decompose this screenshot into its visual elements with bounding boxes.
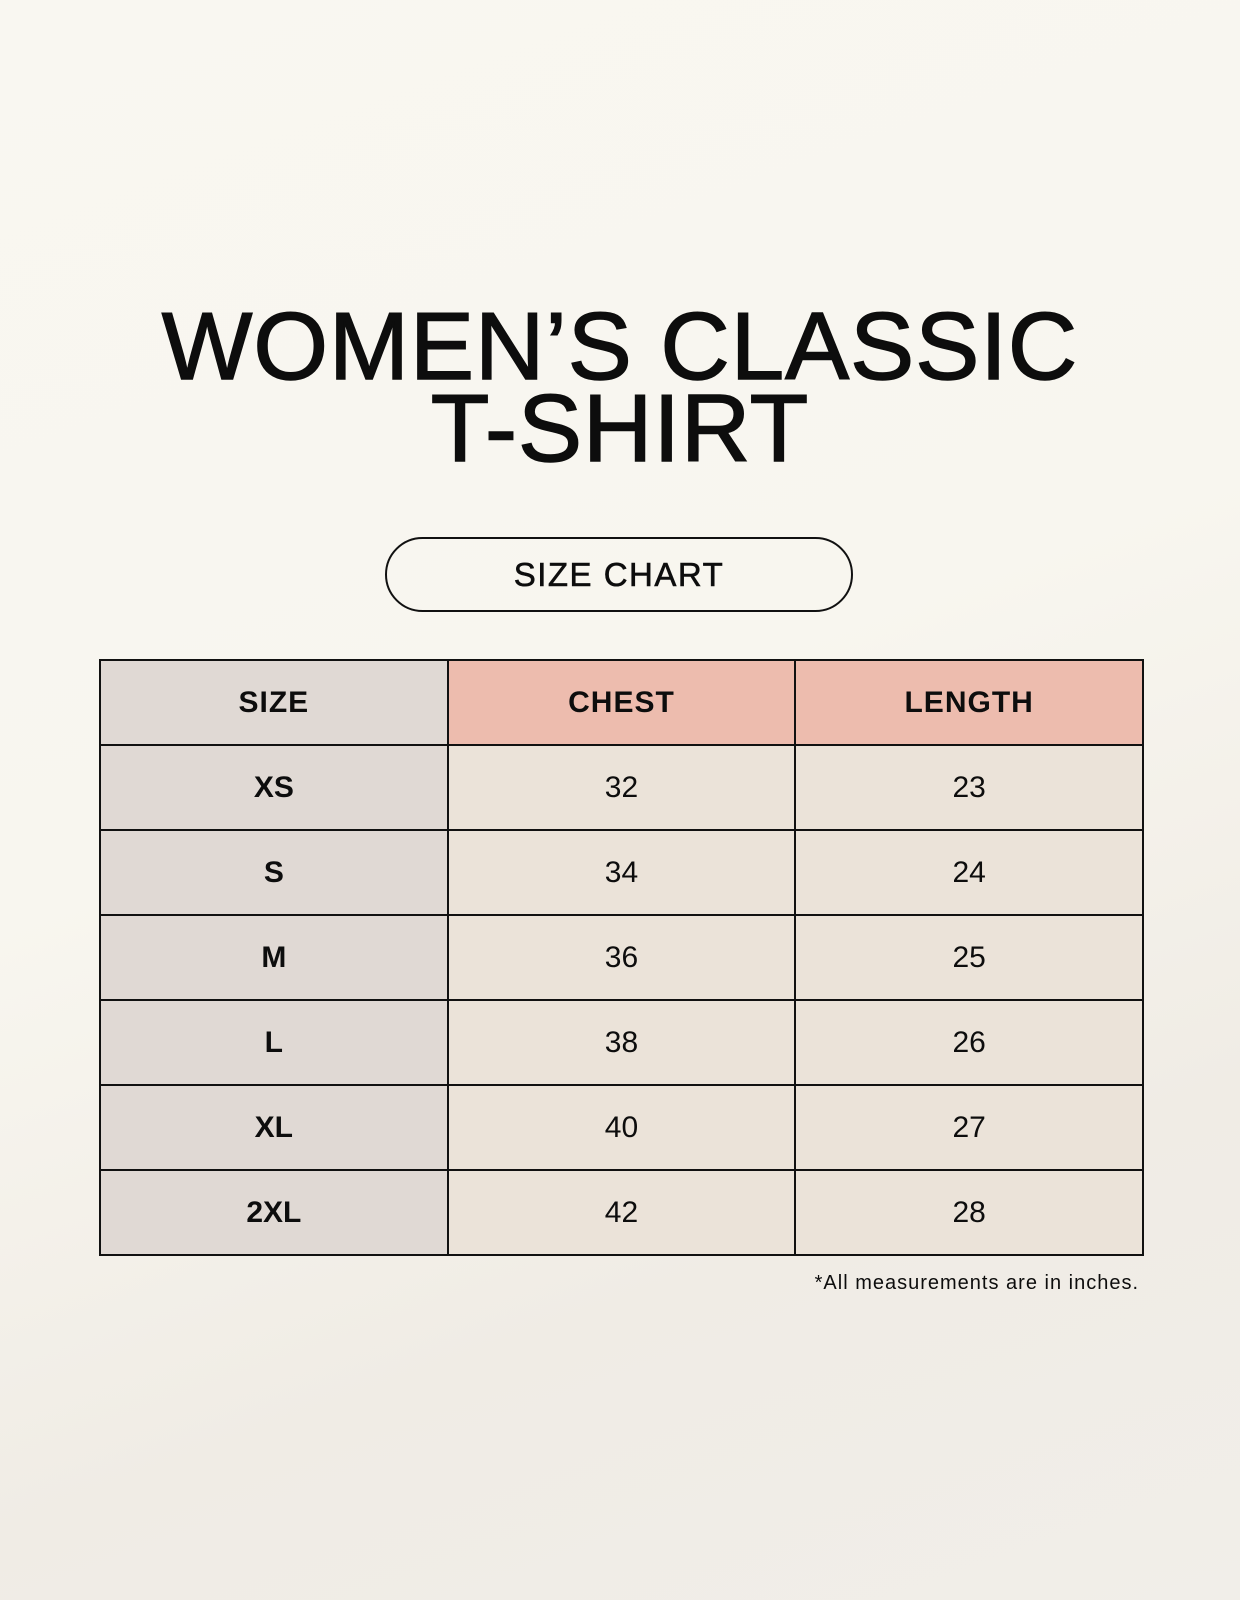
cell-length: 23 [794,744,1144,831]
header-length: LENGTH [794,659,1144,746]
cell-size: L [99,999,449,1086]
table-row: L 38 26 [99,999,1144,1086]
cell-length: 25 [794,914,1144,1001]
page-title: WOMEN’S CLASSIC T-SHIRT [0,293,1240,482]
header-chest: CHEST [446,659,797,746]
cell-size: XS [99,744,449,831]
header-size: SIZE [99,659,449,746]
table-row: 2XL 42 28 [99,1169,1144,1256]
cell-chest: 34 [446,829,797,916]
table-header-row: SIZE CHEST LENGTH [99,659,1144,746]
cell-size: S [99,829,449,916]
cell-chest: 32 [446,744,797,831]
cell-chest: 40 [446,1084,797,1171]
cell-length: 26 [794,999,1144,1086]
title-line-2: T-SHIRT [430,375,810,482]
cell-length: 24 [794,829,1144,916]
footnote: *All measurements are in inches. [814,1272,1139,1294]
title-line-1: WOMEN’S CLASSIC [161,293,1079,400]
cell-length: 28 [794,1169,1144,1256]
cell-length: 27 [794,1084,1144,1171]
cell-chest: 42 [446,1169,797,1256]
size-table: SIZE CHEST LENGTH XS 32 23 S 34 24 M 36 25 L 38 26 X… [99,659,1144,1256]
cell-chest: 38 [446,999,797,1086]
table-row: M 36 25 [99,914,1144,1001]
size-chart-badge: SIZE CHART [385,537,853,612]
cell-chest: 36 [446,914,797,1001]
cell-size: M [99,914,449,1001]
table-row: XS 32 23 [99,744,1144,831]
cell-size: XL [99,1084,449,1171]
table-row: XL 40 27 [99,1084,1144,1171]
table-row: S 34 24 [99,829,1144,916]
cell-size: 2XL [99,1169,449,1256]
